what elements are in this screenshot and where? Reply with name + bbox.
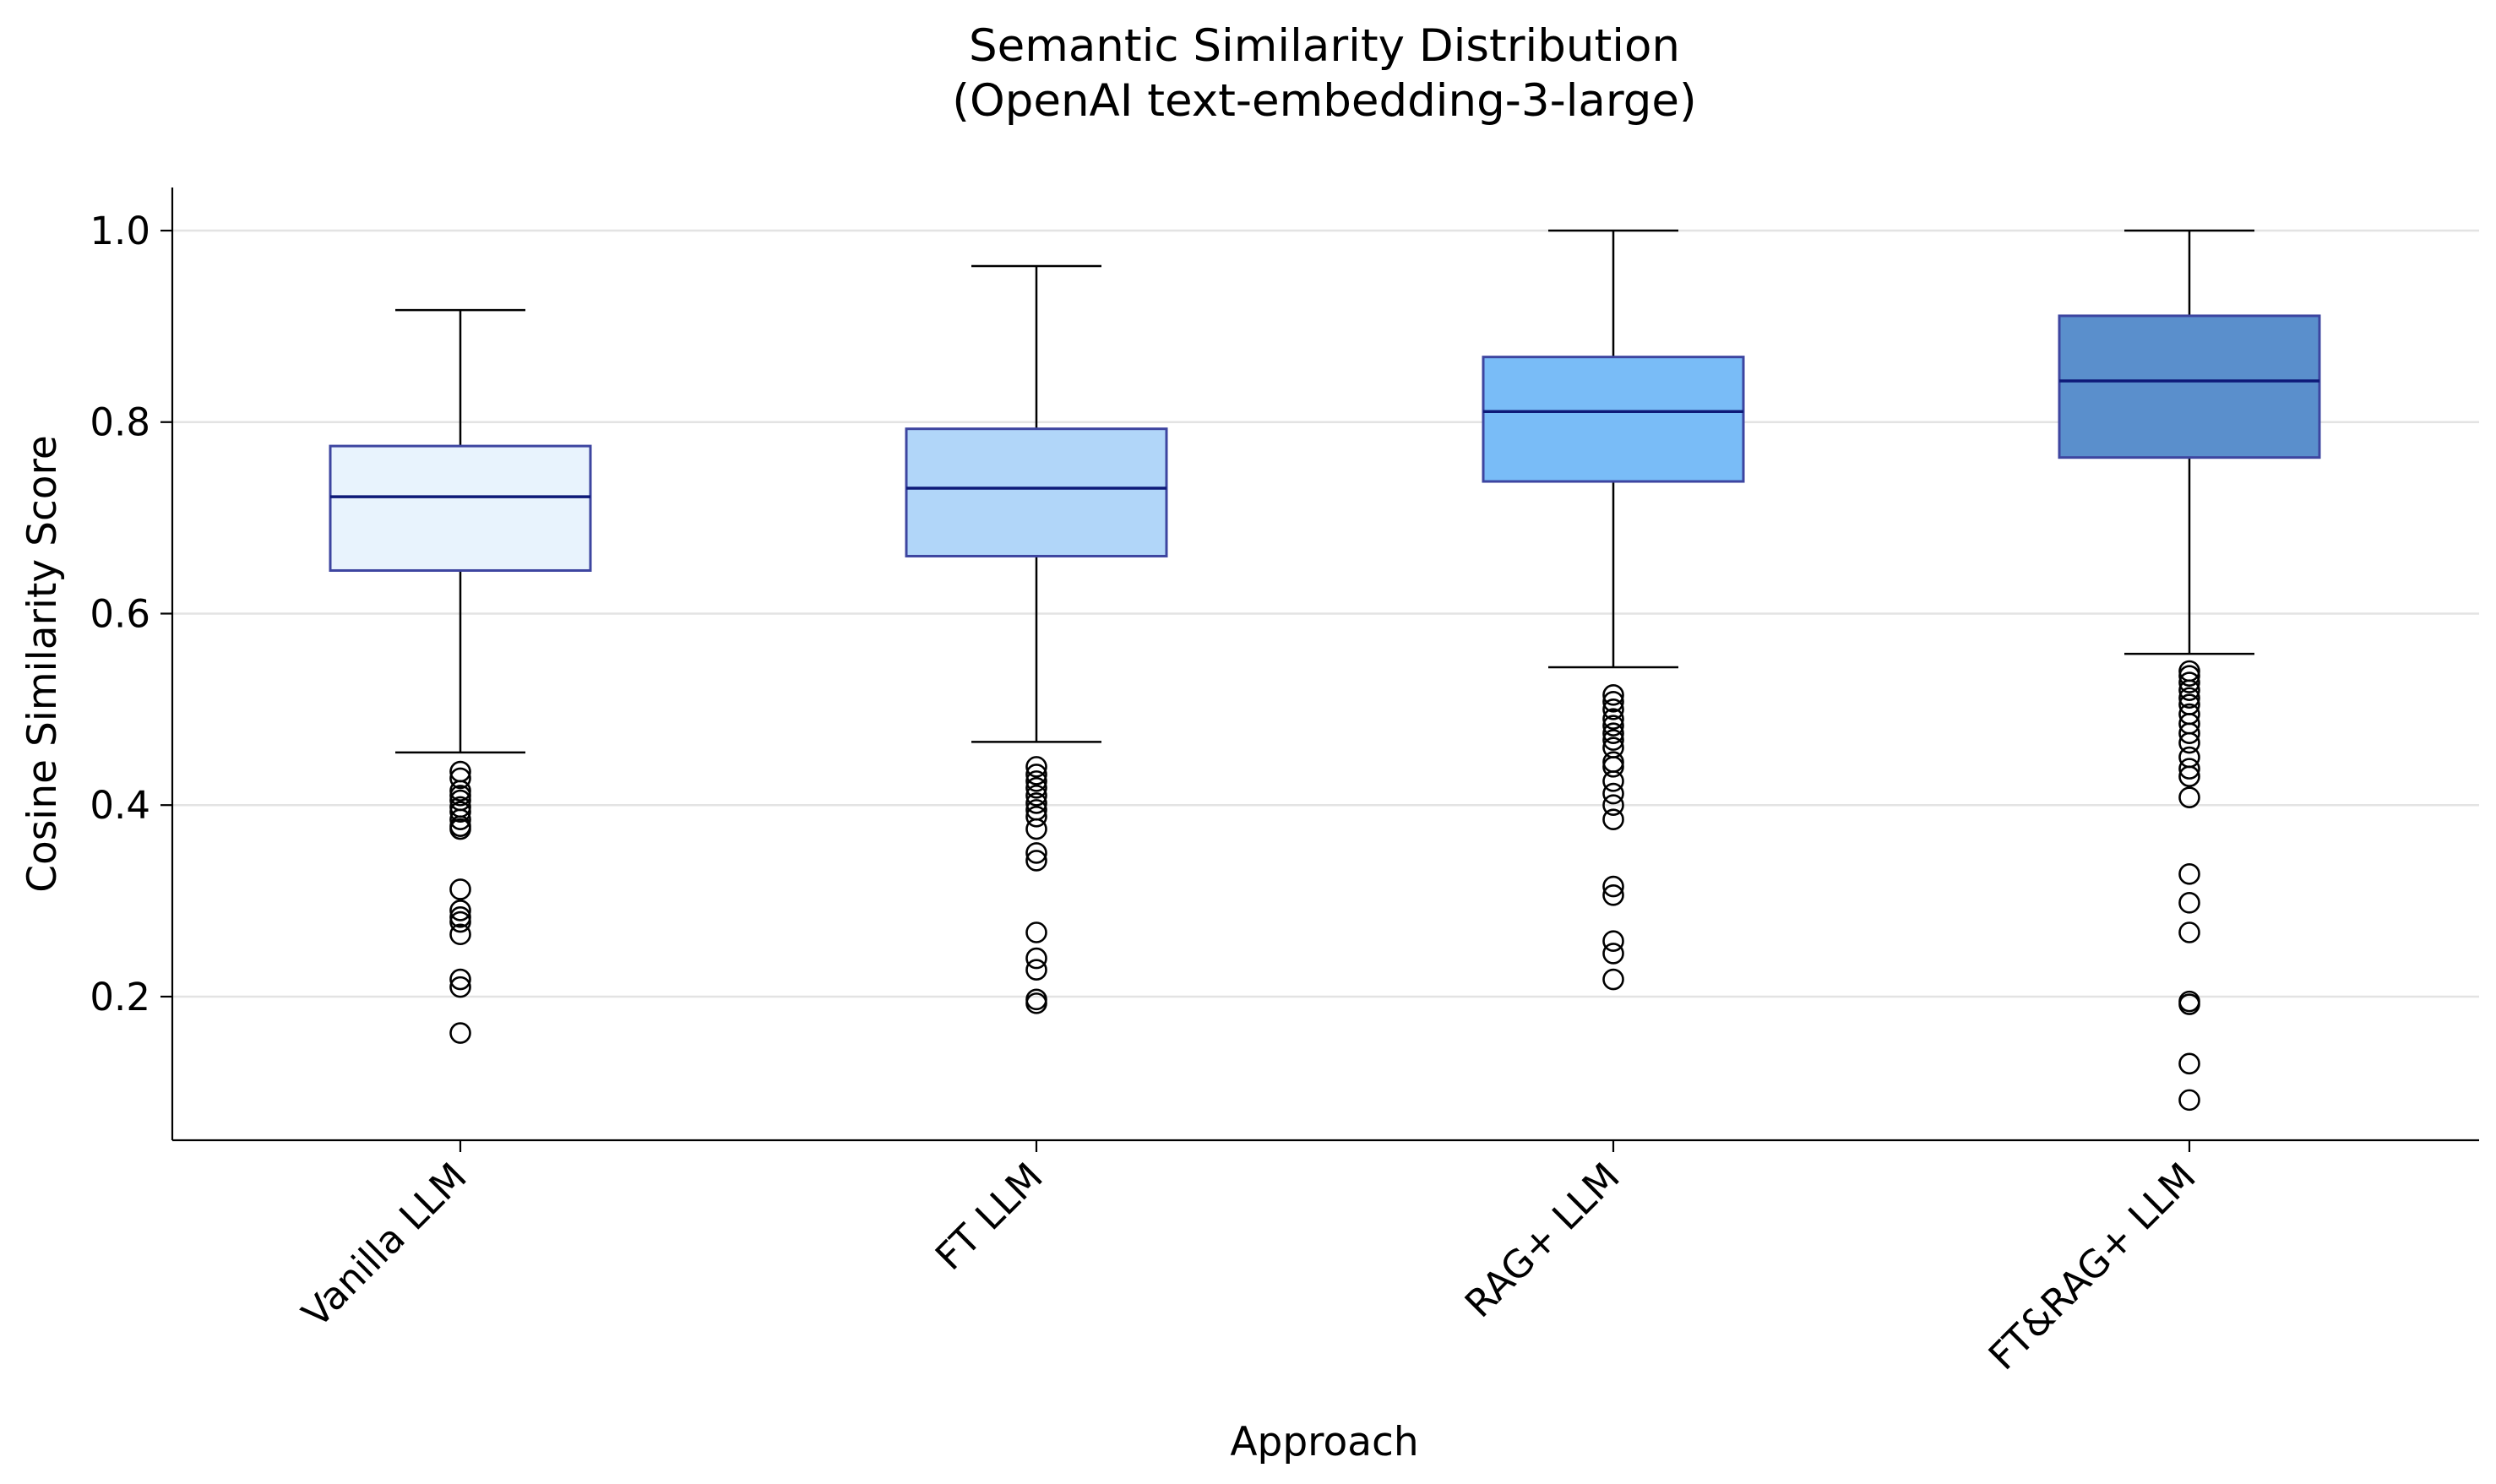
outlier-point (2178, 722, 2200, 744)
outlier-point (449, 923, 471, 946)
outlier-point (1025, 818, 1047, 840)
y-tick-label: 0.8 (90, 400, 150, 445)
x-ticks: Vanilla LLM FT LLM RAG+ LLM FT&RAG+ LLM (293, 1140, 2205, 1378)
outlier-point (1025, 842, 1047, 864)
outlier-point (449, 808, 471, 831)
outlier-point (2178, 679, 2200, 701)
outlier-point (449, 767, 471, 790)
chart-title: Semantic Similarity Distribution (969, 20, 1680, 72)
outlier-point (1025, 850, 1047, 872)
outlier-point (2178, 687, 2200, 709)
outlier-point (449, 911, 471, 933)
outlier-point (1602, 729, 1624, 751)
y-tick-label: 0.2 (90, 975, 150, 1019)
boxes-group (329, 229, 2321, 1112)
outlier-point (2178, 660, 2200, 682)
outlier-point (1025, 764, 1047, 785)
box-vanilla-llm (329, 308, 592, 1044)
outlier-point (1025, 992, 1047, 1014)
x-axis-label: Approach (1230, 1419, 1418, 1465)
outlier-point (1602, 751, 1624, 774)
y-axis-label: Cosine Similarity Score (19, 435, 66, 893)
outlier-point (1025, 806, 1047, 828)
box-ft-llm (905, 264, 1168, 1014)
x-tick-label: Vanilla LLM (293, 1154, 475, 1335)
outlier-point (1602, 943, 1624, 965)
outlier-point (1025, 770, 1047, 792)
outlier-point (449, 785, 471, 807)
outlier-point (1602, 794, 1624, 817)
outlier-point (1025, 756, 1047, 778)
outlier-point (2178, 921, 2200, 943)
outlier-point (1025, 959, 1047, 981)
outlier-point (1602, 684, 1624, 706)
outlier-point (2178, 665, 2200, 687)
outlier-point (2178, 746, 2200, 769)
outlier-point (1602, 690, 1624, 713)
outlier-point (1025, 785, 1047, 807)
outlier-point (2178, 892, 2200, 914)
outlier-point (1602, 968, 1624, 991)
outlier-point (1602, 930, 1624, 952)
outlier-point (2178, 1052, 2200, 1075)
iqr-box (2058, 314, 2321, 459)
outlier-point (449, 780, 471, 802)
outlier-point (1602, 883, 1624, 906)
box-ft-rag-llm (2058, 229, 2321, 1112)
outlier-point (449, 900, 471, 921)
outlier-point (1025, 792, 1047, 814)
outlier-point (2178, 731, 2200, 754)
outlier-point (449, 878, 471, 900)
y-tick-label: 0.6 (90, 591, 150, 636)
outlier-point (1602, 708, 1624, 730)
outlier-point (1602, 782, 1624, 805)
iqr-box (1482, 356, 1745, 483)
outlier-point (2178, 1089, 2200, 1112)
outlier-point (2178, 863, 2200, 885)
chart-subtitle: (OpenAI text-embedding-3-large) (952, 75, 1696, 127)
outlier-point (449, 906, 471, 928)
outlier-point (1602, 756, 1624, 778)
outlier-point (1602, 808, 1624, 831)
outlier-point (449, 968, 471, 991)
outlier-point (2178, 671, 2200, 693)
y-tick-label: 0.4 (90, 783, 150, 828)
outlier-point (449, 801, 471, 823)
outlier-point (1602, 699, 1624, 720)
x-tick-label: RAG+ LLM (1456, 1154, 1629, 1326)
y-ticks: 0.2 0.4 0.6 0.8 1.0 (90, 209, 172, 1019)
chart-title-group: Semantic Similarity Distribution (OpenAI… (952, 20, 1696, 127)
iqr-box (905, 427, 1168, 557)
outlier-point (449, 976, 471, 998)
outlier-point (1602, 715, 1624, 737)
outlier-point (2178, 758, 2200, 780)
iqr-box (329, 444, 592, 572)
outlier-point (449, 818, 471, 840)
outlier-point (1025, 947, 1047, 970)
outlier-point (1602, 875, 1624, 898)
outlier-point (1602, 722, 1624, 744)
outlier-point (2178, 765, 2200, 788)
x-tick-label: FT&RAG+ LLM (1980, 1154, 2205, 1378)
outlier-point (1602, 770, 1624, 792)
outlier-point (2178, 786, 2200, 808)
outlier-point (1025, 777, 1047, 799)
outlier-point (1025, 921, 1047, 943)
outlier-point (2178, 993, 2200, 1015)
x-tick-label: FT LLM (927, 1154, 1052, 1279)
axes (171, 188, 2479, 1142)
outlier-point (449, 1022, 471, 1044)
y-tick-label: 1.0 (90, 209, 150, 253)
box-rag-llm (1482, 229, 1745, 991)
